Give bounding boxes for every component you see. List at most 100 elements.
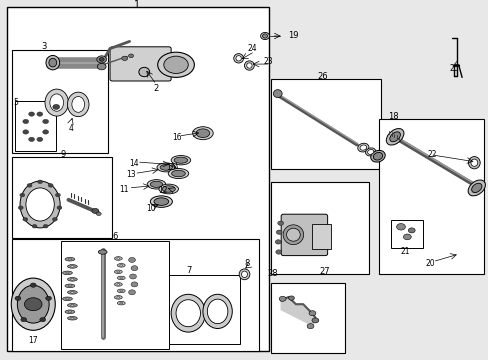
- Circle shape: [275, 240, 281, 244]
- Circle shape: [277, 221, 283, 225]
- Ellipse shape: [26, 188, 54, 221]
- Text: 17: 17: [28, 336, 38, 346]
- Ellipse shape: [68, 258, 71, 260]
- Bar: [12, 157, 112, 238]
- Ellipse shape: [365, 148, 375, 156]
- Text: 9: 9: [61, 150, 66, 158]
- Ellipse shape: [117, 258, 120, 259]
- Circle shape: [128, 290, 135, 295]
- Circle shape: [45, 296, 51, 301]
- Ellipse shape: [117, 276, 125, 280]
- Text: 28: 28: [267, 269, 278, 278]
- Circle shape: [97, 56, 106, 63]
- Ellipse shape: [367, 149, 373, 154]
- Circle shape: [37, 137, 42, 141]
- Ellipse shape: [196, 129, 209, 138]
- Text: 24: 24: [247, 44, 257, 53]
- Ellipse shape: [207, 299, 227, 324]
- Ellipse shape: [117, 271, 120, 273]
- Ellipse shape: [160, 165, 172, 170]
- Circle shape: [23, 130, 29, 134]
- Ellipse shape: [67, 92, 89, 117]
- Ellipse shape: [174, 157, 187, 163]
- Ellipse shape: [70, 279, 74, 280]
- Circle shape: [407, 228, 414, 233]
- Circle shape: [43, 224, 48, 228]
- Ellipse shape: [117, 264, 125, 267]
- Text: 16: 16: [172, 133, 182, 142]
- Ellipse shape: [468, 157, 479, 169]
- Ellipse shape: [192, 127, 213, 140]
- Ellipse shape: [70, 305, 74, 306]
- Circle shape: [306, 324, 313, 329]
- Ellipse shape: [65, 298, 69, 300]
- Ellipse shape: [157, 163, 175, 172]
- Circle shape: [38, 180, 42, 184]
- Ellipse shape: [372, 152, 382, 160]
- Ellipse shape: [176, 300, 200, 327]
- Ellipse shape: [470, 159, 477, 166]
- Circle shape: [18, 206, 23, 210]
- Circle shape: [27, 184, 32, 187]
- Circle shape: [288, 296, 294, 300]
- Text: 2: 2: [154, 84, 159, 93]
- Ellipse shape: [114, 283, 122, 286]
- Text: 7: 7: [186, 266, 191, 275]
- Circle shape: [131, 282, 138, 287]
- Ellipse shape: [65, 272, 69, 274]
- Text: 14: 14: [129, 158, 139, 167]
- Ellipse shape: [359, 145, 366, 150]
- Ellipse shape: [467, 180, 485, 196]
- Ellipse shape: [65, 257, 75, 261]
- Circle shape: [15, 296, 21, 301]
- Circle shape: [29, 112, 35, 116]
- Ellipse shape: [114, 257, 122, 260]
- Polygon shape: [281, 297, 315, 326]
- Ellipse shape: [157, 52, 194, 77]
- Circle shape: [30, 283, 36, 287]
- Circle shape: [48, 184, 53, 187]
- Ellipse shape: [273, 90, 282, 98]
- Circle shape: [55, 193, 60, 197]
- Text: 26: 26: [317, 72, 327, 81]
- Circle shape: [40, 318, 45, 322]
- Bar: [61, 241, 168, 349]
- Ellipse shape: [70, 318, 74, 319]
- Ellipse shape: [283, 225, 303, 245]
- Ellipse shape: [62, 297, 72, 301]
- Text: 10: 10: [145, 204, 155, 213]
- Circle shape: [99, 58, 104, 61]
- Ellipse shape: [117, 297, 120, 298]
- FancyBboxPatch shape: [110, 47, 171, 81]
- Ellipse shape: [68, 285, 71, 287]
- Bar: [168, 275, 239, 344]
- Bar: [12, 239, 259, 351]
- Ellipse shape: [370, 150, 385, 162]
- Bar: [7, 7, 268, 351]
- Circle shape: [276, 230, 282, 234]
- Ellipse shape: [67, 265, 77, 268]
- Text: 11: 11: [119, 185, 128, 194]
- Text: 21: 21: [399, 248, 409, 256]
- FancyBboxPatch shape: [281, 214, 327, 256]
- Ellipse shape: [233, 54, 243, 63]
- Ellipse shape: [65, 284, 75, 288]
- Circle shape: [21, 318, 27, 322]
- Circle shape: [97, 63, 106, 70]
- Text: 23: 23: [263, 57, 272, 66]
- Circle shape: [92, 208, 99, 213]
- Ellipse shape: [98, 250, 107, 254]
- Ellipse shape: [239, 269, 249, 280]
- Ellipse shape: [67, 291, 77, 294]
- Text: 12: 12: [158, 186, 167, 195]
- Text: 3: 3: [41, 42, 46, 51]
- Ellipse shape: [139, 67, 149, 77]
- Bar: [378, 119, 483, 274]
- Ellipse shape: [357, 143, 368, 152]
- Ellipse shape: [46, 55, 60, 70]
- Ellipse shape: [49, 58, 57, 67]
- Circle shape: [279, 296, 285, 301]
- Ellipse shape: [163, 56, 188, 73]
- Ellipse shape: [11, 278, 55, 330]
- Ellipse shape: [120, 302, 122, 304]
